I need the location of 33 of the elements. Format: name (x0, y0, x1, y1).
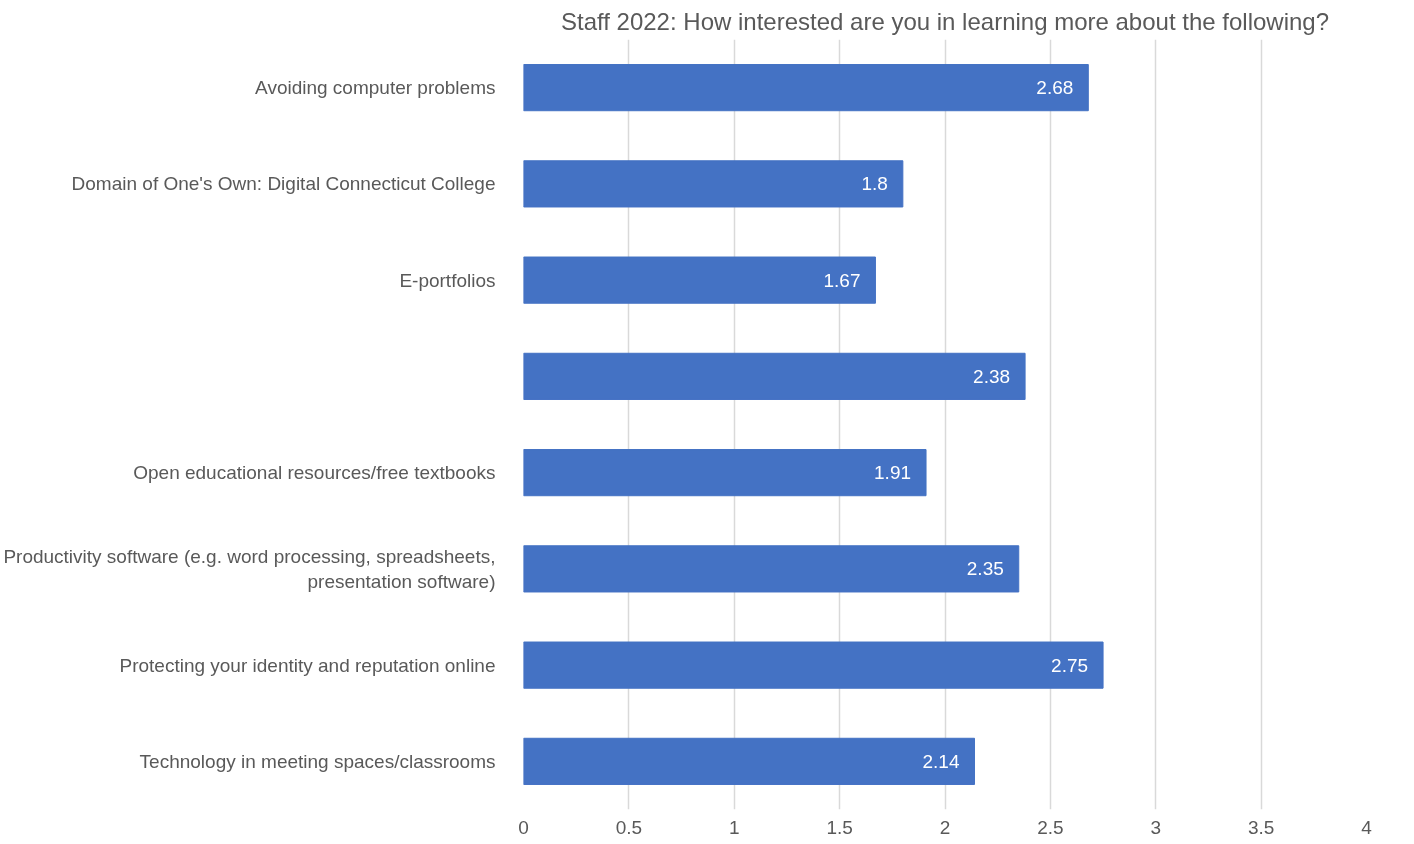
y-tick-label: E-portfolios (399, 269, 496, 291)
x-tick-label: 0.5 (615, 816, 643, 838)
x-tick-label: 3.5 (1247, 816, 1275, 838)
data-label: 2.75 (1051, 654, 1089, 676)
bar (523, 352, 1026, 400)
x-tick-label: 1.5 (826, 816, 853, 838)
y-tick-label: Productivity software (e.g. word processing, spreadsheets, presentation software) (3, 545, 496, 592)
bar (523, 641, 1104, 689)
bar (523, 64, 1089, 112)
x-tick-label: 2 (939, 816, 951, 838)
y-tick-label: Avoiding computer problems (255, 77, 496, 99)
bar (523, 737, 976, 785)
bar (523, 256, 876, 304)
x-tick-label: 1 (728, 816, 740, 838)
data-label: 2.14 (922, 750, 960, 772)
x-tick-label: 2.5 (1037, 816, 1064, 838)
y-tick-label: Domain of One's Own: Digital Connecticut College (71, 173, 496, 195)
chart-title: Staff 2022: How interested are you in learning more about the following? (560, 7, 1330, 35)
y-tick-label: Open educational resources/free textbooks (133, 462, 496, 484)
bar (523, 449, 927, 497)
data-label: 1.67 (823, 269, 861, 291)
x-tick-label: 0 (518, 816, 529, 838)
x-tick-label: 3 (1150, 816, 1162, 838)
data-label: 1.8 (861, 173, 888, 195)
data-label: 2.68 (1036, 77, 1074, 99)
data-label: 2.38 (973, 365, 1011, 387)
data-label: 2.35 (966, 558, 1004, 580)
y-tick-label: Protecting your identity and reputation online (119, 654, 496, 676)
y-tick-label: Technology in meeting spaces/classrooms (139, 750, 496, 772)
bar (523, 545, 1020, 593)
bar (523, 160, 904, 208)
data-label: 1.91 (874, 462, 912, 484)
x-tick-label: 4 (1361, 816, 1373, 838)
